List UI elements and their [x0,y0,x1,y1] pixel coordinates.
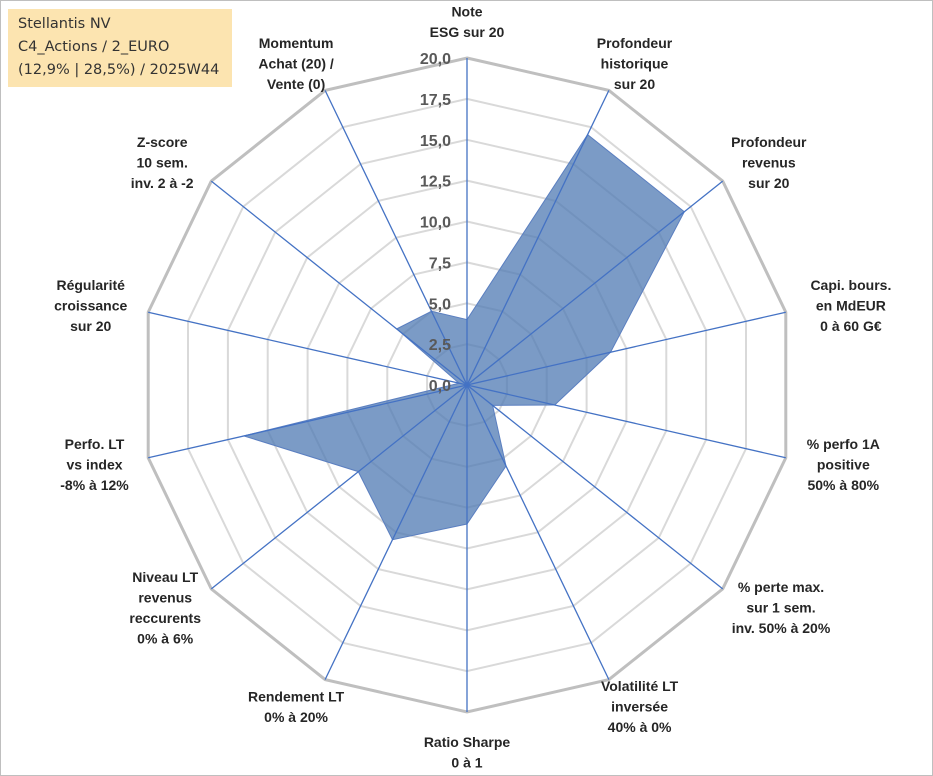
axis-spoke [324,384,468,680]
axis-label-line: ESG sur 20 [430,24,505,40]
tick-label: 17,5 [420,92,451,109]
axis-label-line: sur 20 [614,76,655,92]
axis-label: Niveau LT revenus reccurents 0% à 6% [129,569,201,647]
axis-label-line: Capi. bours. [810,277,891,293]
tick-label: 5,0 [429,296,451,313]
axis-label: Capi. bours. en MdEUR 0 à 60 G€ [810,277,891,334]
axis-label-line: inv. 50% à 20% [732,620,831,636]
tick-label: 20,0 [420,51,451,68]
axis-label-line: Perfo. LT [65,436,125,452]
axis-spoke [466,384,610,680]
tick-labels: 0,0 2,5 5,0 7,5 10,0 12,5 15,0 17,5 20,0 [420,51,451,395]
axis-label-line: Ratio Sharpe [424,734,511,750]
axis-spoke [148,384,468,459]
stats-label: (12,9% | 28,5%) / 2025W44 [18,62,220,78]
axis-label-line: Vente (0) [267,76,325,92]
axis-label-line: -8% à 12% [60,477,129,493]
axis-label-line: en MdEUR [816,298,886,314]
axis-label: Rendement LT 0% à 20% [248,688,345,725]
axis-label-line: Note [451,4,482,20]
axis-label: Note ESG sur 20 [430,4,505,41]
axis-label: Ratio Sharpe 0 à 1 [424,734,511,771]
axis-label-line: 0% à 6% [137,630,194,646]
axis-label-line: Z-score [137,134,188,150]
axis-label: Profondeur revenus sur 20 [731,134,807,191]
axis-label: Volatilité LT inversée 40% à 0% [601,678,679,735]
data-series [241,133,685,541]
axis-spokes [148,58,786,712]
series-area [241,133,685,541]
axis-label-line: vs index [66,456,122,472]
axis-spoke [324,90,468,386]
axis-label-line: inversée [611,699,668,715]
axis-label-line: % perte max. [738,579,824,595]
company-name: Stellantis NV [18,16,111,32]
axis-label-line: Régularité [56,277,125,293]
tick-label: 15,0 [420,133,451,150]
axis-spoke [466,180,724,386]
axis-label-line: Rendement LT [248,688,345,704]
axis-label: Profondeur historique sur 20 [597,35,673,92]
axis-label-line: inv. 2 à -2 [131,175,194,191]
axis-label-line: sur 20 [748,175,789,191]
axis-label-line: reccurents [129,610,201,626]
category-label: C4_Actions / 2_EURO [18,39,170,55]
axis-label-line: 50% à 80% [807,477,879,493]
axis-label-line: 0% à 20% [264,709,328,725]
axis-label: Momentum Achat (20) / Vente (0) [258,35,334,92]
axis-label: Z-score 10 sem. inv. 2 à -2 [131,134,194,191]
axis-label-line: historique [601,55,669,71]
axis-label: Perfo. LT vs index -8% à 12% [60,436,129,493]
axis-spoke [466,90,610,386]
axis-spoke [466,311,786,386]
axis-label: % perte max. sur 1 sem. inv. 50% à 20% [732,579,831,636]
axis-label: % perfo 1A positive 50% à 80% [807,436,880,493]
axis-label-line: croissance [54,298,127,314]
axis-label-line: revenus [138,589,192,605]
axis-label-line: sur 20 [70,318,111,334]
axis-spoke [466,384,786,459]
axis-label-line: Niveau LT [132,569,198,585]
tick-label: 10,0 [420,215,451,232]
title-box: Stellantis NV C4_Actions / 2_EURO (12,9%… [8,9,232,87]
axis-spoke [210,384,468,590]
axis-spoke [466,384,724,590]
axis-label-line: revenus [742,154,796,170]
axis-label-line: Profondeur [597,35,673,51]
axis-labels: Note ESG sur 20 Profondeur historique sur 20… [54,4,891,771]
axis-label-line: Volatilité LT [601,678,679,694]
axis-spoke [148,311,468,386]
axis-label-line: Profondeur [731,134,807,150]
axis-label-line: positive [817,456,870,472]
tick-label: 12,5 [420,174,451,191]
axis-label-line: sur 1 sem. [746,600,815,616]
axis-label-line: 40% à 0% [608,719,672,735]
tick-label: 2,5 [429,337,451,354]
tick-label: 0,0 [429,378,451,395]
tick-label: 7,5 [429,255,451,272]
axis-label-line: % perfo 1A [807,436,880,452]
axis-label-line: Momentum [259,35,334,51]
axis-label-line: 0 à 60 G€ [820,318,882,334]
axis-spoke [210,180,468,386]
axis-label-line: 0 à 1 [451,755,482,771]
axis-label: Régularité croissance sur 20 [54,277,127,334]
axis-label-line: 10 sem. [137,154,188,170]
axis-label-line: Achat (20) / [258,55,334,71]
